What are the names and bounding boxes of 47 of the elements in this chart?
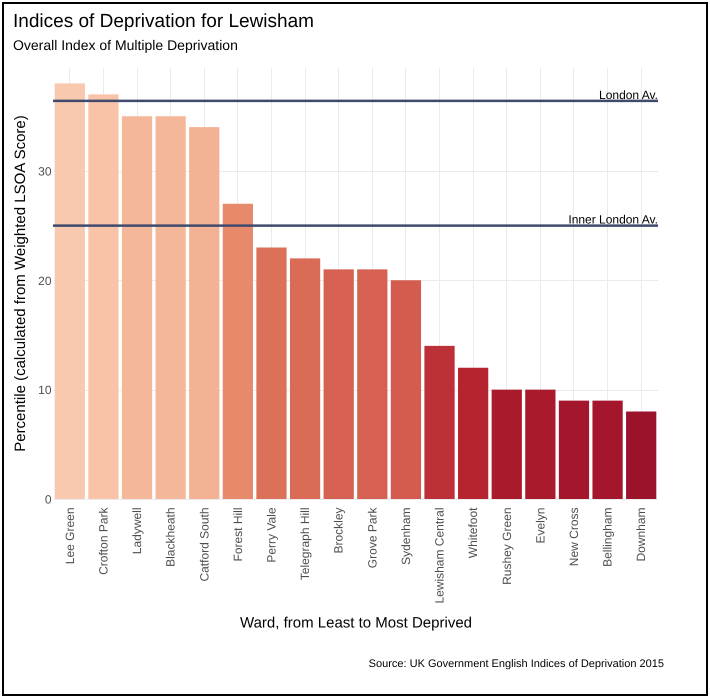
y-axis-title: Percentile (calculated from Weighted LSOA Score) [12,115,30,452]
ref-line-label: London Av. [599,88,658,102]
bar [357,269,388,499]
bar [122,116,152,499]
x-tick-label: Perry Vale [264,507,278,563]
x-tick-label: Blackheath [164,508,178,567]
chart-subtitle: Overall Index of Multiple Deprivation [13,37,238,53]
y-tick-label: 10 [38,383,52,398]
x-tick-label: Ladywell [130,508,144,554]
bar [592,400,623,499]
x-tick-label: Crofton Park [96,506,110,575]
chart-title: Indices of Deprivation for Lewisham [13,11,314,32]
y-tick-label: 0 [44,492,52,506]
bar [424,346,455,499]
bar [222,204,253,499]
bar [256,247,287,499]
x-tick-label: Bellingham [600,508,615,567]
bar [54,83,85,499]
x-tick-label: Grove Park [365,506,380,568]
x-tick-label: Lee Green [62,508,77,564]
bar [525,390,556,499]
x-tick-label: Forest Hill [230,508,245,562]
x-tick-label: New Cross [566,508,581,566]
bar [324,269,354,499]
x-axis-title: Ward, from Least to Most Deprived [240,614,472,632]
bar [558,400,590,499]
x-tick-label: Whitefoot [466,506,480,558]
y-tick-label: 30 [38,164,52,178]
bar [189,127,220,499]
x-tick-label: Lewisham Central [432,508,447,604]
bar [458,368,488,499]
source-note: Source: UK Government English Indices of Deprivation 2015 [368,658,664,670]
x-tick-label: Brockley [332,508,346,554]
y-tick-label: 20 [38,274,52,288]
x-tick-label: Evelyn [533,508,548,544]
bar [156,116,186,499]
x-tick-label: Telegraph Hill [298,508,312,580]
ref-line-label: Inner London Av. [568,212,658,227]
x-tick-label: Catford South [197,508,212,582]
x-tick-label: Rushey Green [500,508,514,585]
bar [626,412,656,499]
bar [290,258,320,499]
bar [88,94,119,499]
x-tick-label: Downham [634,508,648,562]
bar [390,280,422,499]
x-tick-label: Sydenham [398,508,413,565]
bar [492,390,522,499]
